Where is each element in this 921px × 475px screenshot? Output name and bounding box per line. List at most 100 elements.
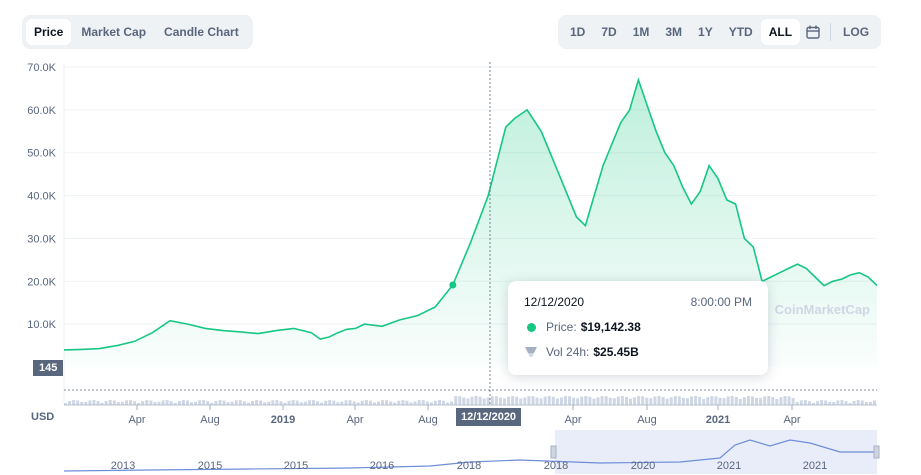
volume-bar — [690, 396, 694, 405]
y-tick-label: 20.0K — [27, 276, 56, 288]
volume-bar — [230, 401, 234, 405]
volume-bar — [141, 400, 145, 405]
navigator-year-label: 2021 — [803, 460, 827, 472]
volume-bar — [372, 402, 376, 405]
volume-bar — [779, 397, 783, 405]
volume-bar — [681, 397, 685, 405]
volume-bar — [364, 400, 368, 405]
volume-bar — [283, 402, 287, 405]
volume-bar — [238, 400, 242, 405]
volume-bar — [165, 400, 169, 405]
volume-bar — [397, 400, 401, 405]
volume-bar — [539, 398, 543, 405]
volume-bar — [360, 400, 364, 405]
volume-bar — [458, 396, 462, 405]
volume-bar — [750, 396, 754, 405]
tab-market-cap[interactable]: Market Cap — [81, 25, 147, 39]
volume-bar — [673, 396, 677, 405]
range-button-7d[interactable]: 7D — [601, 25, 617, 39]
volume-bar — [649, 398, 653, 405]
volume-bar — [340, 401, 344, 405]
volume-bar — [791, 397, 795, 405]
range-button-1y[interactable]: 1Y — [698, 25, 713, 39]
volume-bar — [551, 396, 555, 405]
volume-bar — [405, 400, 409, 405]
volume-bar — [519, 398, 523, 405]
volume-bar — [417, 400, 421, 405]
volume-bar — [214, 400, 218, 405]
volume-bar — [511, 396, 515, 405]
volume-bar — [307, 400, 311, 405]
tooltip-volume-value: $25.45B — [593, 345, 639, 359]
y-tick-label: 50.0K — [27, 148, 56, 160]
volume-bar — [336, 402, 340, 405]
volume-icon — [524, 346, 538, 358]
tab-candle-chart[interactable]: Candle Chart — [164, 25, 239, 39]
volume-bar — [807, 401, 811, 405]
volume-bar — [706, 397, 710, 405]
tooltip-time: 8:00:00 PM — [690, 295, 752, 309]
volume-bar — [860, 400, 864, 405]
volume-bar — [616, 396, 620, 405]
tab-price[interactable]: Price — [26, 19, 72, 45]
volume-bar — [824, 400, 828, 405]
log-toggle[interactable]: LOG — [843, 25, 870, 39]
volume-bar — [332, 400, 336, 405]
volume-bar — [149, 400, 153, 405]
volume-bar — [287, 400, 291, 405]
volume-bar — [194, 401, 198, 405]
volume-bar — [218, 400, 222, 405]
volume-bar — [661, 396, 665, 405]
volume-bar — [486, 397, 490, 405]
navigator[interactable]: 2013 2015 2015 2016 2018 2018 2020 2021 2021 — [63, 430, 880, 474]
range-button-all[interactable]: ALL — [760, 19, 801, 45]
volume-bar — [600, 396, 604, 405]
volume-bar — [210, 402, 214, 405]
volume-bar — [832, 401, 836, 405]
hover-point — [449, 281, 457, 289]
volume-bar — [263, 402, 267, 405]
range-button-1d[interactable]: 1D — [570, 25, 586, 39]
volume-bar — [828, 401, 832, 405]
volume-bar — [503, 398, 507, 405]
x-tick-label: Apr — [783, 414, 800, 426]
y-tick-label: 30.0K — [27, 233, 56, 245]
volume-bar — [799, 400, 803, 405]
volume-bar — [820, 400, 824, 405]
volume-bar — [868, 401, 872, 405]
volume-bar — [108, 400, 112, 405]
volume-bar — [267, 401, 271, 405]
volume-bar — [775, 398, 779, 405]
y-tick-label: 70.0K — [27, 62, 56, 74]
y-tick-label: 60.0K — [27, 105, 56, 117]
range-button-ytd[interactable]: YTD — [728, 25, 753, 39]
volume-bar — [157, 401, 161, 405]
volume-bar — [429, 402, 433, 405]
volume-bar — [129, 400, 133, 405]
volume-bar — [352, 401, 356, 405]
volume-bar — [759, 398, 763, 405]
range-button-1m[interactable]: 1M — [632, 25, 650, 39]
volume-bar — [555, 398, 559, 405]
volume-bar — [100, 402, 104, 405]
volume-bar — [535, 397, 539, 405]
navigator-handle-left[interactable] — [550, 445, 557, 459]
volume-bar — [714, 396, 718, 405]
x-tick-label: 2019 — [271, 414, 295, 426]
volume-bar — [763, 396, 767, 405]
volume-bar — [478, 396, 482, 405]
navigator-handle-right[interactable] — [873, 445, 880, 459]
volume-bar — [572, 397, 576, 405]
volume-bar — [507, 396, 511, 405]
volume-bar — [133, 401, 137, 405]
range-button-3m[interactable]: 3M — [665, 25, 683, 39]
calendar-icon[interactable] — [800, 19, 826, 45]
volume-bar — [433, 400, 437, 405]
price-tooltip: 12/12/2020 8:00:00 PM Price: $19,142.38 … — [508, 281, 768, 375]
volume-bar — [311, 400, 315, 405]
volume-bar — [226, 402, 230, 405]
currency-label: USD — [31, 411, 55, 423]
volume-bar — [153, 402, 157, 405]
volume-bar — [816, 401, 820, 405]
